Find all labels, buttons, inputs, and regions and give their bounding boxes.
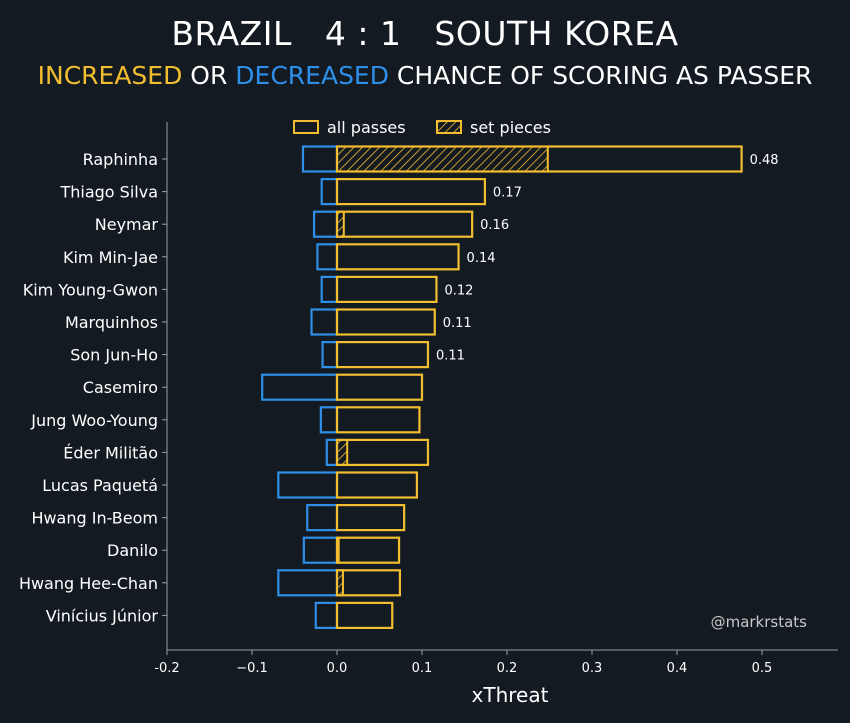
bar-all-passes <box>335 569 402 597</box>
y-tick-label: Neymar <box>95 215 159 234</box>
y-tick-label: Jung Woo-Young <box>30 411 158 430</box>
y-tick-label: Vinícius Júnior <box>46 606 159 625</box>
x-tick-label: −0.1 <box>236 661 268 676</box>
x-tick-label: 0.0 <box>327 661 348 676</box>
bar-all-passes <box>335 536 401 564</box>
x-tick-label: 0.1 <box>412 661 433 676</box>
bar-all-passes <box>335 471 419 499</box>
y-tick-label: Raphinha <box>83 150 158 169</box>
bar-decreased <box>320 275 339 303</box>
bar-set-pieces <box>336 145 549 173</box>
legend-set-pieces-label: set pieces <box>470 118 551 137</box>
bar-all-passes <box>335 406 421 434</box>
y-tick-label: Lucas Paquetá <box>42 476 158 495</box>
bar-decreased <box>316 243 339 271</box>
legend-all-passes-label: all passes <box>327 118 406 137</box>
x-tick-label: 0.5 <box>752 661 773 676</box>
y-tick-label: Hwang Hee-Chan <box>19 574 158 593</box>
y-tick-label: Danilo <box>107 541 158 560</box>
y-tick-label: Marquinhos <box>65 313 158 332</box>
data-label: 0.48 <box>750 153 779 168</box>
legend-all-passes-swatch <box>293 120 319 134</box>
data-label: 0.14 <box>467 251 496 266</box>
watermark: @markrstats <box>711 613 808 631</box>
bar-decreased <box>277 471 339 499</box>
bar-all-passes <box>335 145 743 173</box>
bar-all-passes <box>335 504 406 532</box>
y-tick-label: Son Jun-Ho <box>70 346 158 365</box>
data-label: 0.11 <box>443 316 472 331</box>
bar-decreased <box>306 504 339 532</box>
y-tick-label: Kim Min-Jae <box>63 248 158 267</box>
bar-decreased <box>325 438 339 466</box>
chart-title: BRAZIL 4 : 1 SOUTH KOREA <box>171 14 679 53</box>
y-tick-label: Casemiro <box>83 378 158 397</box>
bar-all-passes <box>335 178 486 206</box>
data-label: 0.17 <box>493 186 522 201</box>
bar-all-passes <box>335 243 460 271</box>
subtitle-or: OR <box>182 61 236 90</box>
data-label: 0.12 <box>444 283 473 298</box>
bar-decreased <box>321 341 339 369</box>
data-label: 0.11 <box>436 349 465 364</box>
bar-decreased <box>301 145 339 173</box>
subtitle-rest: CHANCE OF SCORING AS PASSER <box>388 61 813 90</box>
x-tick-label: -0.2 <box>154 661 179 676</box>
y-tick-label: Éder Militão <box>63 443 158 462</box>
data-label: 0.16 <box>480 218 509 233</box>
bar-decreased <box>310 308 339 336</box>
bar-all-passes <box>335 601 394 630</box>
subtitle-decreased: DECREASED <box>235 61 389 90</box>
bar-decreased <box>314 601 339 630</box>
bar-decreased <box>277 569 339 597</box>
bar-decreased <box>312 210 339 238</box>
bar-set-pieces <box>336 438 349 466</box>
bar-decreased <box>302 536 339 564</box>
x-tick-label: 0.3 <box>582 661 603 676</box>
legend-set-pieces-swatch <box>436 120 462 134</box>
bar-decreased <box>319 406 339 434</box>
bar-all-passes <box>335 308 436 336</box>
bar-decreased <box>320 178 339 206</box>
bar-all-passes <box>335 275 438 303</box>
chart-subtitle: INCREASED OR DECREASED CHANCE OF SCORING… <box>0 61 850 90</box>
y-tick-label: Thiago Silva <box>59 183 158 202</box>
x-axis-label: xThreat <box>472 683 549 707</box>
bar-all-passes <box>335 438 430 466</box>
bar-all-passes <box>335 210 474 238</box>
bar-all-passes <box>335 341 430 369</box>
bar-decreased <box>261 373 339 401</box>
y-tick-label: Hwang In-Beom <box>31 509 158 528</box>
x-tick-label: 0.2 <box>497 661 518 676</box>
x-tick-label: 0.4 <box>667 661 688 676</box>
subtitle-increased: INCREASED <box>37 61 183 90</box>
bar-all-passes <box>335 373 424 401</box>
y-tick-label: Kim Young-Gwon <box>23 280 158 299</box>
